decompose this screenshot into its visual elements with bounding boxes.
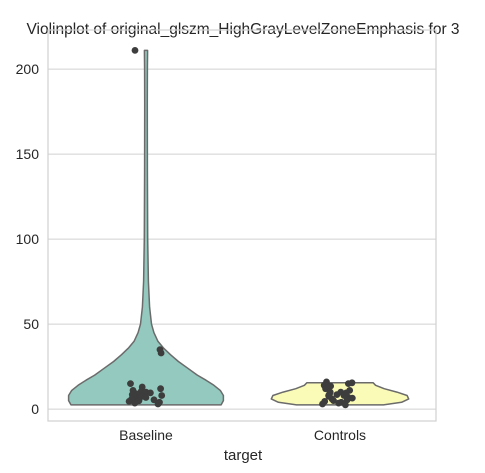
- data-point: [335, 399, 342, 407]
- data-point: [345, 380, 352, 387]
- data-point: [319, 400, 326, 408]
- x-tick-label: Baseline: [119, 427, 173, 443]
- y-tick-label: 50: [23, 316, 39, 332]
- y-tick-label: 100: [16, 231, 40, 247]
- data-point: [125, 398, 133, 405]
- data-point: [157, 385, 165, 393]
- data-point: [142, 394, 150, 401]
- data-point: [131, 47, 139, 54]
- x-tick-label: Controls: [314, 427, 366, 443]
- y-tick-label: 0: [31, 401, 39, 417]
- y-tick-label: 200: [16, 61, 40, 77]
- data-point: [343, 396, 351, 404]
- x-axis-title: target: [224, 447, 263, 464]
- data-point: [131, 399, 139, 407]
- plot-frame: [47, 29, 437, 422]
- data-point: [154, 400, 162, 408]
- data-point: [158, 392, 166, 399]
- y-tick-label: 150: [16, 146, 40, 162]
- data-point: [127, 380, 134, 387]
- data-point: [342, 401, 349, 409]
- data-point: [333, 391, 341, 398]
- data-point: [330, 397, 337, 404]
- violin-baseline: [67, 49, 225, 406]
- plot-area: 0 50 100 150 200 Baseline Controls: [16, 29, 437, 443]
- data-point: [157, 349, 165, 357]
- data-point: [147, 389, 154, 397]
- data-point: [327, 382, 334, 390]
